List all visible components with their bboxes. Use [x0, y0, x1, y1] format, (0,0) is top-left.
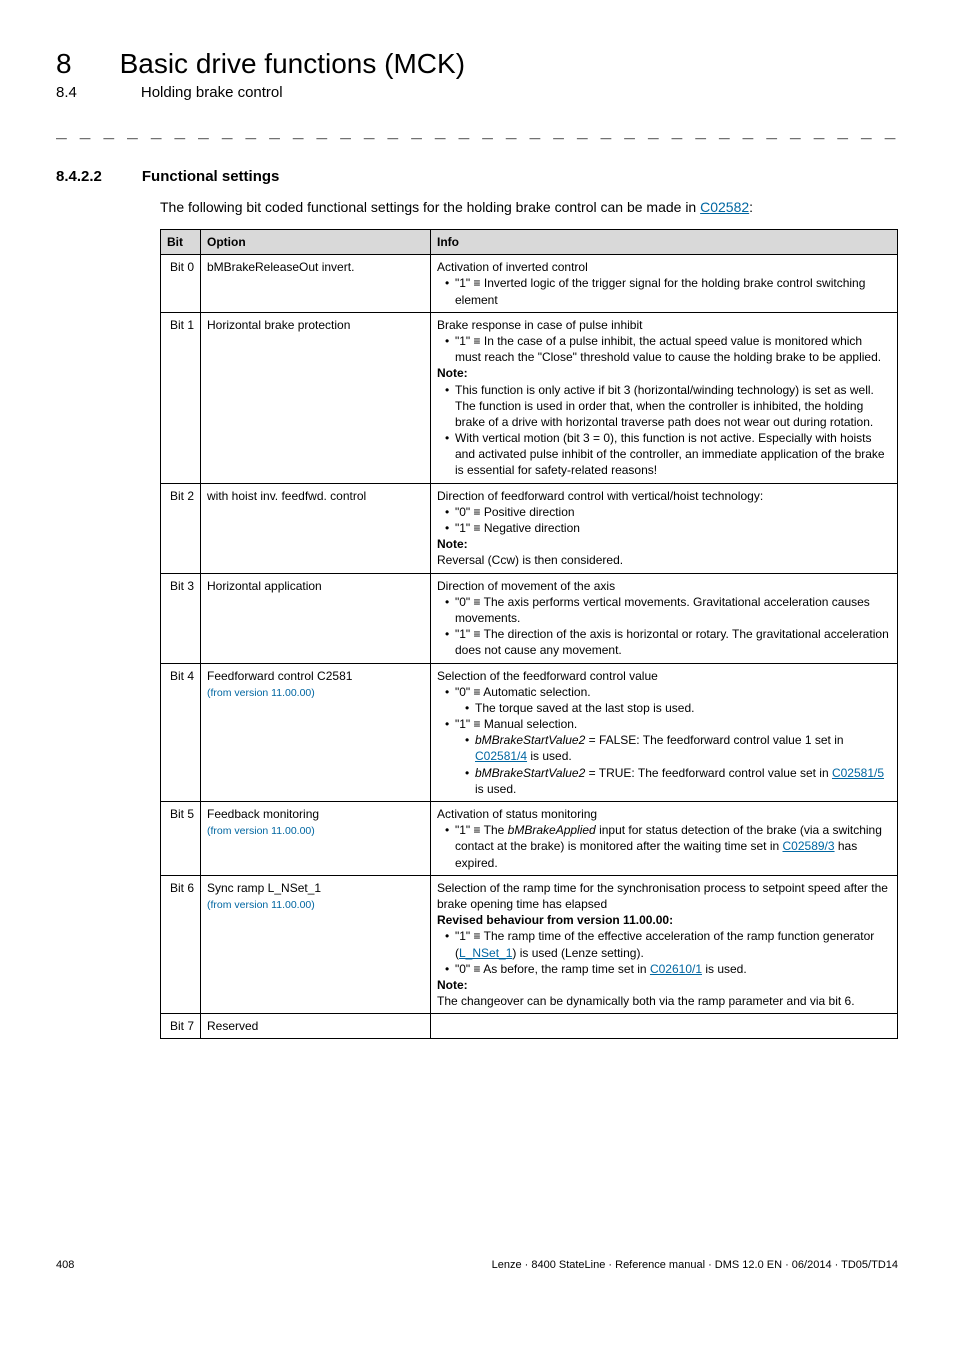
from-version-label: (from version 11.00.00): [207, 686, 424, 700]
table-row: Bit 5Feedback monitoring(from version 11…: [161, 802, 898, 876]
table-row: Bit 2with hoist inv. feedfwd. controlDir…: [161, 483, 898, 573]
option-cell: Horizontal brake protection: [201, 312, 431, 483]
from-version-label: (from version 11.00.00): [207, 824, 424, 838]
info-cell: Activation of status monitoring"1" ≡ The…: [431, 802, 898, 876]
chapter-title: Basic drive functions (MCK): [120, 48, 465, 80]
option-cell: with hoist inv. feedfwd. control: [201, 483, 431, 573]
option-cell: bMBrakeReleaseOut invert.: [201, 255, 431, 313]
bit-cell: Bit 6: [161, 875, 201, 1014]
bit-settings-table: Bit Option Info Bit 0bMBrakeReleaseOut i…: [160, 229, 898, 1039]
page-number: 408: [56, 1259, 74, 1271]
table-header-bit: Bit: [161, 230, 201, 255]
table-row: Bit 1Horizontal brake protectionBrake re…: [161, 312, 898, 483]
info-cell: Selection of the feedforward control val…: [431, 663, 898, 802]
section-number: 8.4.2.2: [56, 168, 102, 185]
subsection-heading: 8.4 Holding brake control: [56, 84, 898, 101]
bit-cell: Bit 2: [161, 483, 201, 573]
table-header-info: Info: [431, 230, 898, 255]
subsection-number: 8.4: [56, 84, 77, 101]
bit-cell: Bit 7: [161, 1014, 201, 1039]
chapter-number: 8: [56, 48, 72, 80]
intro-text-before: The following bit coded functional setti…: [160, 199, 700, 215]
table-row: Bit 7Reserved: [161, 1014, 898, 1039]
table-row: Bit 4Feedforward control C2581(from vers…: [161, 663, 898, 802]
info-cell: Direction of movement of the axis"0" ≡ T…: [431, 573, 898, 663]
section-title: Functional settings: [142, 168, 280, 185]
info-cell: Direction of feedforward control with ve…: [431, 483, 898, 573]
footer-right-text: Lenze · 8400 StateLine · Reference manua…: [492, 1259, 898, 1271]
page-footer: 408 Lenze · 8400 StateLine · Reference m…: [56, 1259, 898, 1271]
bit-cell: Bit 3: [161, 573, 201, 663]
chapter-heading: 8 Basic drive functions (MCK): [56, 48, 898, 80]
table-row: Bit 6Sync ramp L_NSet_1(from version 11.…: [161, 875, 898, 1014]
info-cell: [431, 1014, 898, 1039]
table-row: Bit 0bMBrakeReleaseOut invert.Activation…: [161, 255, 898, 313]
bit-cell: Bit 5: [161, 802, 201, 876]
subsection-title: Holding brake control: [141, 84, 283, 101]
option-cell: Feedback monitoring(from version 11.00.0…: [201, 802, 431, 876]
section-heading: 8.4.2.2 Functional settings: [56, 168, 898, 185]
bit-cell: Bit 4: [161, 663, 201, 802]
bit-cell: Bit 0: [161, 255, 201, 313]
option-cell: Horizontal application: [201, 573, 431, 663]
info-cell: Activation of inverted control"1" ≡ Inve…: [431, 255, 898, 313]
info-cell: Brake response in case of pulse inhibit"…: [431, 312, 898, 483]
separator-rule: _ _ _ _ _ _ _ _ _ _ _ _ _ _ _ _ _ _ _ _ …: [56, 119, 898, 140]
intro-paragraph: The following bit coded functional setti…: [160, 199, 898, 215]
option-cell: Sync ramp L_NSet_1(from version 11.00.00…: [201, 875, 431, 1014]
intro-text-after: :: [749, 199, 753, 215]
info-cell: Selection of the ramp time for the synch…: [431, 875, 898, 1014]
table-row: Bit 3Horizontal applicationDirection of …: [161, 573, 898, 663]
option-cell: Feedforward control C2581(from version 1…: [201, 663, 431, 802]
intro-link[interactable]: C02582: [700, 199, 749, 215]
bit-cell: Bit 1: [161, 312, 201, 483]
from-version-label: (from version 11.00.00): [207, 898, 424, 912]
table-header-option: Option: [201, 230, 431, 255]
option-cell: Reserved: [201, 1014, 431, 1039]
